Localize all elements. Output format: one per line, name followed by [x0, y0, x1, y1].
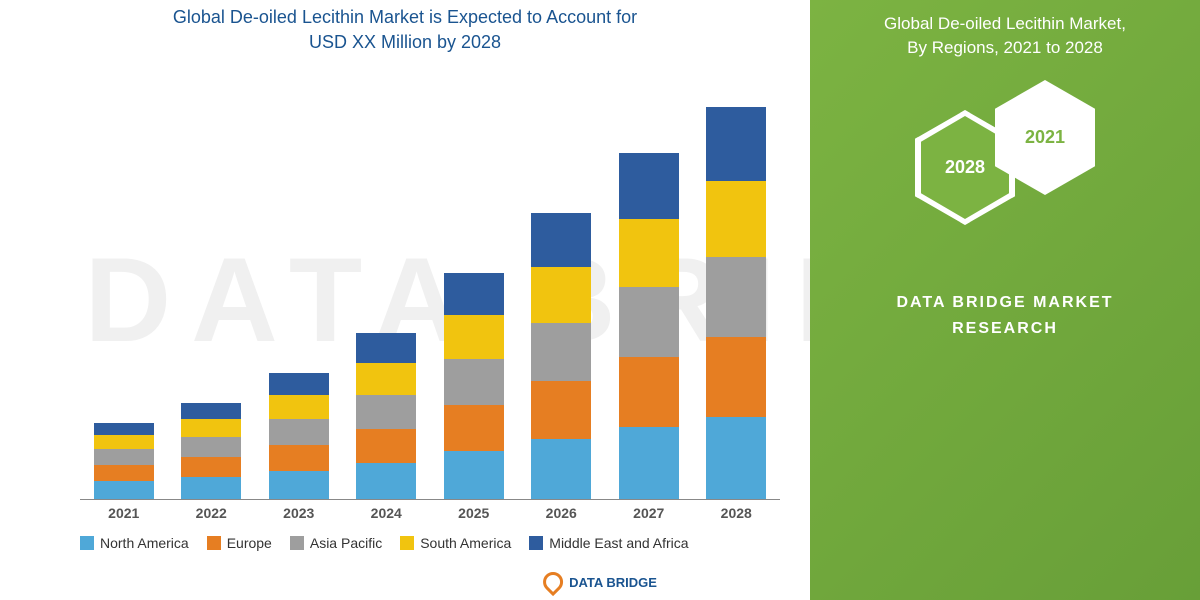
- bar-group: [706, 107, 766, 499]
- bar-segment: [444, 405, 504, 451]
- hex-graphic: 2028 2021: [895, 80, 1115, 260]
- x-axis-label: 2021: [94, 505, 154, 521]
- footer-logo: DATA BRIDGE: [543, 572, 657, 592]
- bar-group: [444, 273, 504, 499]
- bar-segment: [706, 181, 766, 257]
- bar-segment: [181, 437, 241, 457]
- brand-line1: DATA BRIDGE MARKET: [896, 294, 1113, 311]
- legend-swatch-icon: [290, 536, 304, 550]
- bar-segment: [619, 287, 679, 357]
- legend-label: Asia Pacific: [310, 535, 382, 551]
- bar-segment: [444, 315, 504, 359]
- bar-segment: [531, 439, 591, 499]
- bar-segment: [356, 463, 416, 499]
- bar-segment: [706, 107, 766, 181]
- legend-swatch-icon: [80, 536, 94, 550]
- legend-item: Europe: [207, 535, 272, 551]
- bar-segment: [356, 333, 416, 363]
- bar-group: [356, 333, 416, 499]
- bar-segment: [356, 395, 416, 429]
- chart-legend: North America Europe Asia Pacific South Ame…: [80, 535, 800, 551]
- bar-segment: [444, 451, 504, 499]
- bar-segment: [619, 219, 679, 287]
- legend-item: South America: [400, 535, 511, 551]
- bar-segment: [269, 373, 329, 395]
- legend-label: South America: [420, 535, 511, 551]
- bar-segment: [619, 153, 679, 219]
- bar-segment: [706, 337, 766, 417]
- x-axis-label: 2022: [181, 505, 241, 521]
- legend-item: Middle East and Africa: [529, 535, 688, 551]
- x-axis-label: 2027: [619, 505, 679, 521]
- chart-title-line2: USD XX Million by 2028: [309, 32, 501, 52]
- bar-segment: [269, 471, 329, 499]
- bar-segment: [619, 357, 679, 427]
- x-axis-label: 2025: [444, 505, 504, 521]
- bar-segment: [94, 465, 154, 481]
- bar-segment: [531, 381, 591, 439]
- bar-segment: [706, 257, 766, 337]
- chart-title: Global De-oiled Lecithin Market is Expec…: [0, 0, 810, 55]
- bar-segment: [94, 449, 154, 465]
- brand-line2: RESEARCH: [952, 320, 1058, 337]
- bar-segment: [356, 429, 416, 463]
- brand-text: DATA BRIDGE MARKET RESEARCH: [810, 290, 1200, 341]
- bars-area: [80, 80, 780, 500]
- bar-segment: [181, 419, 241, 437]
- bar-segment: [94, 423, 154, 435]
- bar-segment: [619, 427, 679, 499]
- bar-segment: [356, 363, 416, 395]
- bar-segment: [531, 213, 591, 267]
- right-panel-title: Global De-oiled Lecithin Market, By Regi…: [810, 0, 1200, 60]
- x-axis-labels: 2021 2022 2023 2024 2025 2026 2027 2028: [80, 505, 780, 521]
- bar-group: [269, 373, 329, 499]
- footer-logo-text: DATA BRIDGE: [569, 575, 657, 590]
- legend-swatch-icon: [207, 536, 221, 550]
- bar-segment: [269, 395, 329, 419]
- legend-item: Asia Pacific: [290, 535, 382, 551]
- bar-segment: [181, 477, 241, 499]
- bar-segment: [531, 323, 591, 381]
- bar-segment: [444, 273, 504, 315]
- bar-segment: [269, 445, 329, 471]
- bar-group: [181, 403, 241, 499]
- legend-label: North America: [100, 535, 189, 551]
- x-axis-label: 2026: [531, 505, 591, 521]
- bar-segment: [94, 481, 154, 499]
- logo-mark-icon: [539, 568, 567, 596]
- legend-item: North America: [80, 535, 189, 551]
- chart-panel: Global De-oiled Lecithin Market is Expec…: [0, 0, 810, 600]
- x-axis-label: 2023: [269, 505, 329, 521]
- bar-segment: [181, 457, 241, 477]
- legend-swatch-icon: [400, 536, 414, 550]
- right-title-line2: By Regions, 2021 to 2028: [907, 38, 1103, 57]
- chart-plot-area: [80, 80, 780, 500]
- x-axis-label: 2028: [706, 505, 766, 521]
- x-axis-label: 2024: [356, 505, 416, 521]
- legend-label: Europe: [227, 535, 272, 551]
- right-panel: Global De-oiled Lecithin Market, By Regi…: [810, 0, 1200, 600]
- bar-segment: [94, 435, 154, 449]
- bar-segment: [181, 403, 241, 419]
- bar-segment: [706, 417, 766, 499]
- bar-segment: [531, 267, 591, 323]
- chart-title-line1: Global De-oiled Lecithin Market is Expec…: [173, 7, 637, 27]
- bar-group: [531, 213, 591, 499]
- right-title-line1: Global De-oiled Lecithin Market,: [884, 14, 1126, 33]
- bar-segment: [444, 359, 504, 405]
- bar-segment: [269, 419, 329, 445]
- legend-swatch-icon: [529, 536, 543, 550]
- bar-group: [619, 153, 679, 499]
- hex-front-label: 2021: [1025, 127, 1065, 148]
- legend-label: Middle East and Africa: [549, 535, 688, 551]
- bar-group: [94, 423, 154, 499]
